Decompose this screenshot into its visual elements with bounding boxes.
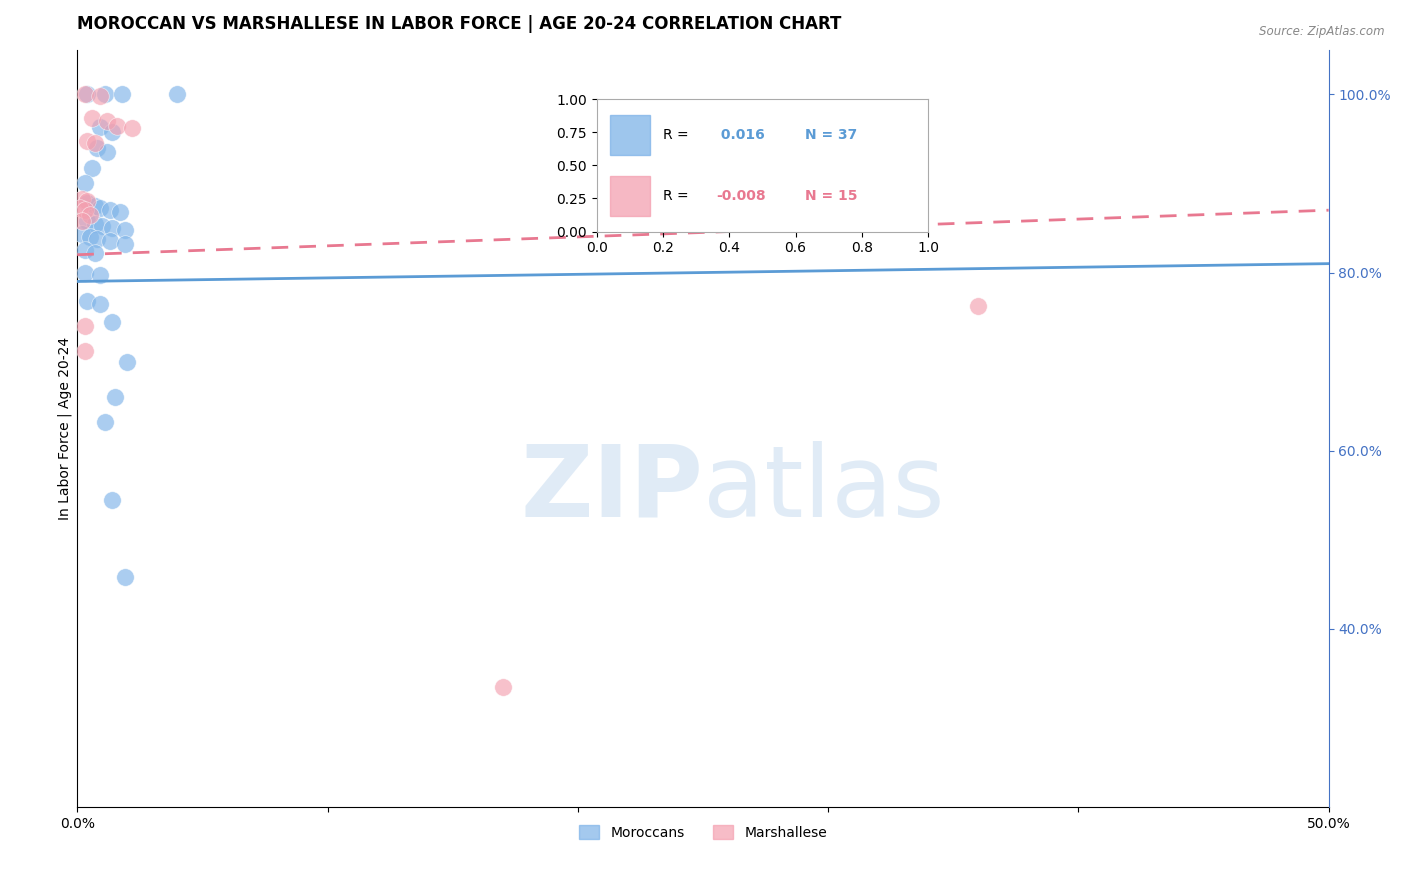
Y-axis label: In Labor Force | Age 20-24: In Labor Force | Age 20-24 [58, 337, 72, 520]
Point [73, 266, 96, 280]
Point [94, 415, 117, 429]
Point [76, 87, 98, 102]
Point [70, 214, 93, 228]
Point [104, 390, 127, 404]
Point [96, 114, 118, 128]
Point [76, 194, 98, 209]
Point [86, 141, 108, 155]
Point [89, 268, 111, 283]
Point [83, 136, 105, 151]
Point [82, 161, 104, 176]
Point [101, 492, 124, 507]
Point [73, 343, 96, 358]
Point [114, 223, 136, 237]
Point [101, 125, 124, 139]
Point [114, 237, 136, 252]
Point [967, 298, 990, 312]
Point [91, 219, 114, 234]
Point [73, 203, 96, 218]
Point [89, 296, 111, 310]
Point [96, 145, 118, 160]
Point [117, 354, 139, 368]
Point [766, 201, 789, 215]
Point [89, 89, 111, 103]
Point [101, 221, 124, 235]
Text: atlas: atlas [703, 441, 945, 538]
Point [73, 87, 96, 102]
Point [73, 244, 96, 258]
Point [70, 193, 93, 207]
Point [86, 232, 108, 246]
Text: ZIP: ZIP [520, 441, 703, 538]
Point [79, 208, 101, 222]
Point [83, 199, 105, 213]
Point [98, 203, 121, 218]
Point [83, 246, 105, 260]
Point [101, 314, 124, 328]
Point [69, 201, 91, 215]
Point [76, 134, 98, 148]
Point [83, 217, 105, 231]
Text: MOROCCAN VS MARSHALLESE IN LABOR FORCE | AGE 20-24 CORRELATION CHART: MOROCCAN VS MARSHALLESE IN LABOR FORCE |… [77, 15, 842, 33]
Point [166, 87, 188, 102]
Point [73, 177, 96, 191]
Point [105, 119, 128, 133]
Legend: Moroccans, Marshallese: Moroccans, Marshallese [574, 820, 832, 846]
Point [89, 120, 111, 135]
Text: Source: ZipAtlas.com: Source: ZipAtlas.com [1260, 25, 1385, 38]
Point [73, 318, 96, 333]
Point [492, 680, 515, 694]
Point [82, 112, 104, 126]
Point [108, 205, 131, 219]
Point [70, 227, 93, 242]
Point [76, 214, 98, 228]
Point [121, 121, 143, 136]
Point [94, 87, 117, 102]
Point [111, 87, 134, 102]
Point [98, 235, 121, 249]
Point [76, 294, 98, 309]
Point [79, 230, 101, 244]
Point [76, 196, 98, 211]
Point [114, 570, 136, 584]
Point [89, 201, 111, 215]
